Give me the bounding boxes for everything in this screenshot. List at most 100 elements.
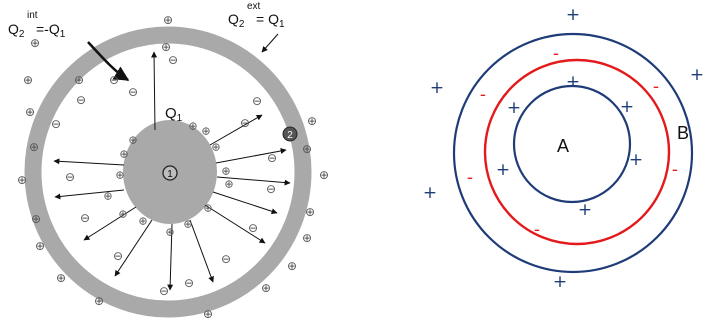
positive-charge-symbol: ⊕ bbox=[201, 125, 210, 138]
conductor-2-number: 2 bbox=[287, 130, 293, 141]
negative-charge-symbol: ⊖ bbox=[267, 151, 277, 165]
positive-charge-symbol: ⊕ bbox=[31, 212, 41, 226]
positive-charge-symbol: ⊕ bbox=[203, 202, 212, 215]
positive-charge-symbol: ⊕ bbox=[183, 218, 192, 231]
minus-sign: - bbox=[553, 44, 559, 64]
positive-charge-symbol: ⊕ bbox=[287, 259, 297, 273]
conductor-2-badge: 2 bbox=[282, 126, 298, 142]
positive-charge-symbol: ⊕ bbox=[118, 208, 127, 221]
positive-charge-symbol: ⊕ bbox=[221, 165, 230, 178]
positive-charge-symbol: ⊕ bbox=[115, 169, 124, 182]
negative-charge-symbol: ⊖ bbox=[168, 53, 178, 67]
negative-charge-symbol: ⊖ bbox=[221, 252, 231, 266]
plus-sign: + bbox=[507, 98, 521, 118]
plus-sign: + bbox=[553, 272, 567, 292]
q1-main: Q bbox=[165, 105, 177, 122]
q2-int-rhs-sub: 1 bbox=[60, 29, 66, 40]
svg-text:= Q1: = Q1 bbox=[256, 11, 285, 30]
plus-sign: + bbox=[566, 5, 580, 25]
minus-sign: - bbox=[672, 160, 678, 180]
q2-ext-label: Q2 ext = Q1 bbox=[228, 1, 285, 30]
q2-int-label: Q2 int =-Q1 bbox=[8, 10, 66, 40]
positive-charge-symbol: ⊕ bbox=[25, 105, 35, 119]
positive-charge-symbol: ⊕ bbox=[302, 231, 312, 245]
minus-sign: - bbox=[467, 168, 473, 188]
positive-charge-symbol: ⊕ bbox=[74, 73, 84, 87]
positive-charge-symbol: ⊕ bbox=[29, 140, 39, 154]
right-figure: A B + + + + + + + + + + + - - - - - - bbox=[423, 5, 704, 292]
positive-charge-symbol: ⊕ bbox=[305, 205, 315, 219]
positive-charge-symbol: ⊕ bbox=[17, 173, 27, 187]
positive-charge-symbol: ⊕ bbox=[307, 114, 317, 128]
negative-charge-symbol: ⊖ bbox=[65, 170, 75, 184]
positive-charge-symbol: ⊕ bbox=[203, 307, 213, 321]
q2-int-main: Q bbox=[8, 21, 19, 37]
negative-charge-symbol: ⊖ bbox=[76, 93, 86, 107]
svg-text:Q1: Q1 bbox=[165, 105, 183, 124]
outer-conductor-shell bbox=[24, 26, 312, 318]
positive-charge-symbol: ⊕ bbox=[302, 142, 312, 156]
conductor-1-badge: 1 bbox=[162, 165, 178, 181]
plus-sign: + bbox=[430, 78, 444, 98]
q2-int-sub: 2 bbox=[19, 29, 25, 40]
conductor-1-number: 1 bbox=[167, 169, 173, 180]
positive-charges: + + + + + + + + + + + bbox=[423, 5, 704, 292]
plus-sign: + bbox=[566, 72, 580, 92]
plus-sign: + bbox=[620, 97, 634, 117]
positive-charge-symbol: ⊕ bbox=[30, 36, 40, 50]
inner-circle-a bbox=[512, 84, 632, 204]
outer-circle bbox=[452, 32, 694, 274]
svg-text:Q2: Q2 bbox=[228, 11, 245, 30]
positive-charge-symbol: ⊕ bbox=[94, 294, 104, 308]
positive-charge-symbol: ⊕ bbox=[128, 134, 137, 147]
positive-charge-symbol: ⊕ bbox=[56, 271, 66, 285]
plus-sign: + bbox=[496, 160, 510, 180]
plus-sign: + bbox=[578, 200, 592, 220]
q2-ext-rhs: = Q bbox=[256, 11, 279, 27]
field-arrows bbox=[53, 51, 291, 291]
left-figure: Q2 int =-Q1 Q2 ext = Q1 Q1 1 2 ⊕⊕⊕⊕⊕⊕ ⊕⊕ ⊕… bbox=[8, 1, 329, 321]
middle-circle-b bbox=[483, 58, 671, 246]
q2-int-sup: int bbox=[27, 10, 38, 21]
positive-charge-symbol: ⊕ bbox=[119, 148, 128, 161]
negative-charge-symbol: ⊖ bbox=[248, 221, 258, 235]
plus-sign: + bbox=[629, 150, 643, 170]
positive-charge-symbol: ⊕ bbox=[163, 13, 173, 27]
positive-charge-symbol: ⊕ bbox=[224, 178, 233, 191]
negative-charge-symbol: ⊖ bbox=[159, 284, 169, 298]
q1-label: Q1 bbox=[165, 105, 183, 124]
plus-sign: + bbox=[423, 183, 437, 203]
q1-sub: 1 bbox=[177, 113, 183, 124]
positive-charge-symbol: ⊕ bbox=[161, 40, 171, 54]
negative-charge-symbol: ⊖ bbox=[252, 94, 262, 108]
q2-int-rhs: =-Q bbox=[36, 21, 60, 37]
negative-charge-symbol: ⊖ bbox=[184, 276, 194, 290]
negative-charge-symbol: ⊖ bbox=[266, 182, 276, 196]
svg-text:=-Q1: =-Q1 bbox=[36, 21, 66, 40]
label-a: A bbox=[557, 136, 569, 156]
outer-surface-positive-charges: ⊕⊕⊕⊕⊕⊕ ⊕⊕ ⊕⊕⊕⊕⊕⊕⊕⊕⊕⊕⊕⊕ bbox=[17, 13, 329, 321]
q2-ext-rhs-sub: 1 bbox=[279, 19, 285, 30]
positive-charge-symbol: ⊕ bbox=[35, 239, 45, 253]
minus-sign: - bbox=[653, 77, 659, 97]
negative-charges: - - - - - - bbox=[467, 44, 678, 240]
positive-charge-symbol: ⊕ bbox=[211, 141, 220, 154]
label-b: B bbox=[677, 123, 689, 143]
q2-ext-sub: 2 bbox=[239, 19, 245, 30]
positive-charge-symbol: ⊕ bbox=[188, 120, 197, 133]
q2-int-pointer-arrow bbox=[87, 41, 130, 82]
inner-surface-negative-charges: ⊖⊖⊖ ⊖⊖ ⊖⊖⊖⊖⊖⊖⊖ ⊖⊖⊖⊖ bbox=[51, 53, 277, 298]
negative-charge-symbol: ⊖ bbox=[240, 116, 250, 130]
q2-ext-pointer-arrow bbox=[261, 33, 279, 53]
negative-charge-symbol: ⊖ bbox=[109, 73, 119, 87]
positive-charge-symbol: ⊕ bbox=[165, 226, 174, 239]
negative-charge-symbol: ⊖ bbox=[128, 85, 138, 99]
positive-charge-symbol: ⊕ bbox=[23, 73, 33, 87]
svg-text:Q2: Q2 bbox=[8, 21, 25, 40]
negative-charge-symbol: ⊖ bbox=[113, 249, 123, 263]
inner-conductor-positive-charges: ⊕ ⊕⊕⊕⊕⊕⊕⊕⊕⊕⊕⊕⊕⊕ bbox=[103, 120, 233, 239]
positive-charge-symbol: ⊕ bbox=[261, 281, 271, 295]
q2-ext-main: Q bbox=[228, 11, 239, 27]
plus-sign: + bbox=[690, 65, 704, 85]
